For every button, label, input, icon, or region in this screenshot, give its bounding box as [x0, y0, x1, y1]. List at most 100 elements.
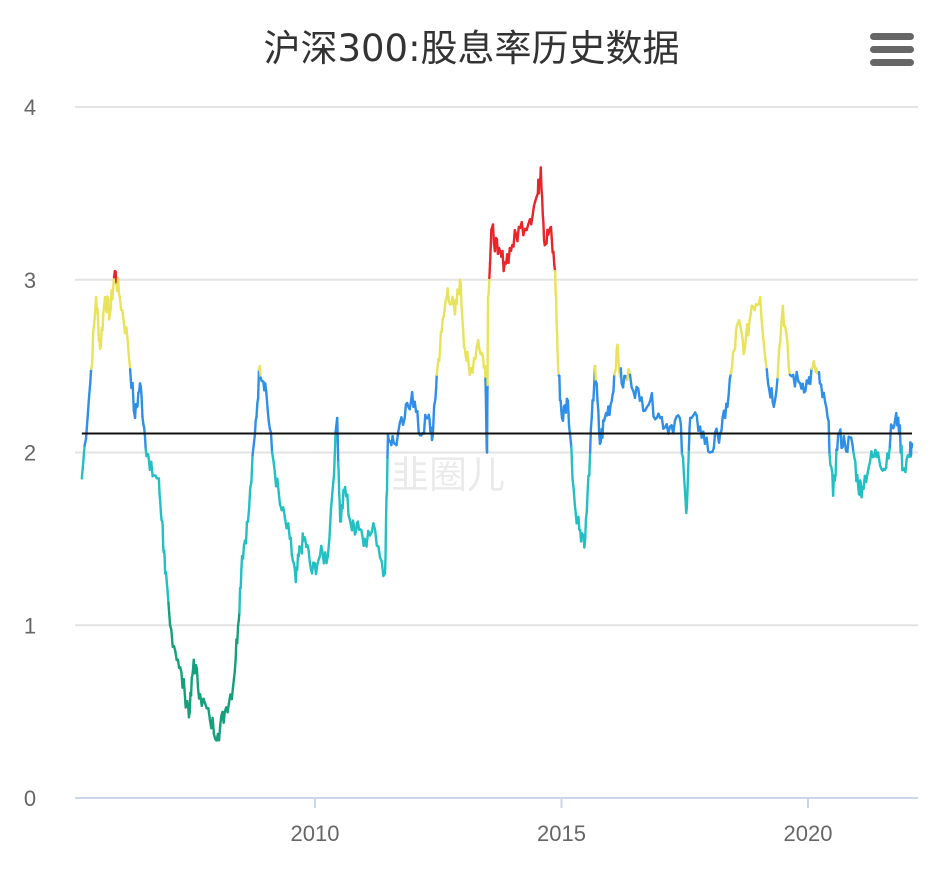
series-segment: [650, 392, 655, 418]
series-segment: [158, 500, 163, 514]
series-segment: [900, 444, 904, 472]
series-segment: [489, 228, 493, 249]
series-segment: [621, 374, 626, 389]
series-segment: [727, 377, 731, 397]
series-segment: [760, 317, 765, 335]
series-segment: [586, 474, 590, 493]
y-tick-label: 2: [24, 441, 36, 466]
series-segment: [592, 383, 596, 402]
series-segment: [530, 214, 534, 226]
series-segment: [267, 419, 272, 430]
series-segment: [550, 237, 554, 254]
series-segment: [786, 341, 790, 367]
series-segment: [331, 472, 336, 493]
series-segment: [256, 368, 261, 400]
y-tick-label: 4: [24, 95, 36, 120]
series-segment: [773, 390, 778, 402]
series-segment: [277, 491, 282, 506]
series-segment: [287, 522, 292, 541]
series-segment: [103, 295, 108, 308]
hamburger-menu-icon[interactable]: [870, 33, 914, 67]
x-tick-label: 2010: [291, 821, 340, 846]
series-segment: [566, 399, 571, 428]
series-segment: [250, 453, 254, 483]
series-segment: [91, 322, 96, 334]
series-segment: [552, 250, 556, 266]
series-segment: [170, 628, 174, 648]
series-segment: [121, 309, 125, 324]
series-segment: [749, 304, 753, 316]
series-segment: [127, 355, 132, 371]
series-segment: [87, 382, 92, 402]
series-segment: [438, 347, 442, 363]
y-tick-label: 0: [24, 786, 36, 811]
series-segment: [272, 459, 276, 473]
series-segment: [843, 442, 848, 453]
series-segment: [422, 413, 427, 435]
series-segment: [380, 560, 385, 578]
series-segment: [252, 434, 257, 447]
series-segment: [217, 724, 222, 742]
series-segment: [758, 295, 763, 320]
series-segment: [139, 385, 143, 399]
series-segment: [572, 487, 577, 506]
series-segment: [136, 391, 140, 408]
series-segment: [685, 487, 689, 509]
series-segment: [230, 684, 235, 701]
series-segment: [238, 586, 242, 614]
series-segment: [233, 658, 237, 673]
series-segment: [296, 553, 300, 571]
series-segment: [222, 710, 226, 724]
series-segment: [446, 287, 451, 303]
series-segment: [876, 451, 881, 461]
series-segment: [354, 522, 359, 533]
series-segment: [612, 373, 616, 394]
series-segment: [776, 350, 781, 379]
series-segment: [116, 277, 121, 296]
series-segment: [332, 430, 337, 476]
series-segment: [809, 367, 813, 386]
y-tick-label: 3: [24, 268, 36, 293]
series-segment: [705, 436, 710, 453]
series-segment: [314, 563, 319, 576]
series-segment: [687, 427, 691, 451]
series-segment: [567, 424, 572, 438]
series-segment: [583, 537, 587, 549]
series-segment: [167, 601, 171, 615]
series-segment: [765, 368, 770, 385]
series-segment: [237, 611, 241, 622]
series-segment: [770, 386, 774, 403]
series-segment: [328, 508, 333, 541]
series-segment: [747, 319, 751, 337]
series-segment: [487, 276, 491, 296]
series-segment: [461, 318, 465, 333]
series-segment: [326, 538, 331, 558]
series-segment: [904, 458, 908, 474]
series-segment: [561, 405, 566, 422]
watermark: 韭圈儿: [391, 453, 505, 497]
series-segment: [593, 364, 598, 383]
y-tick-label: 1: [24, 613, 36, 638]
series-segment: [211, 716, 216, 736]
series-segment: [595, 382, 599, 403]
series-segment: [762, 345, 767, 361]
series-segment: [628, 373, 633, 389]
series-segment: [462, 329, 466, 348]
series-segment: [474, 345, 478, 361]
series-segment: [588, 451, 592, 477]
series-segment: [864, 472, 869, 484]
series-segment: [785, 331, 789, 344]
series-segment: [556, 364, 560, 377]
series-segment: [585, 490, 589, 513]
series-segment: [435, 365, 439, 376]
series-segment: [851, 442, 855, 453]
chart-title: 沪深300:股息率历史数据: [263, 27, 680, 70]
series-segment: [218, 714, 223, 728]
series-segment: [346, 493, 350, 517]
series-segment: [817, 370, 822, 385]
series-segment: [733, 329, 738, 350]
series-segment: [597, 409, 601, 434]
series-segment: [466, 350, 470, 361]
series-segment: [781, 304, 786, 328]
